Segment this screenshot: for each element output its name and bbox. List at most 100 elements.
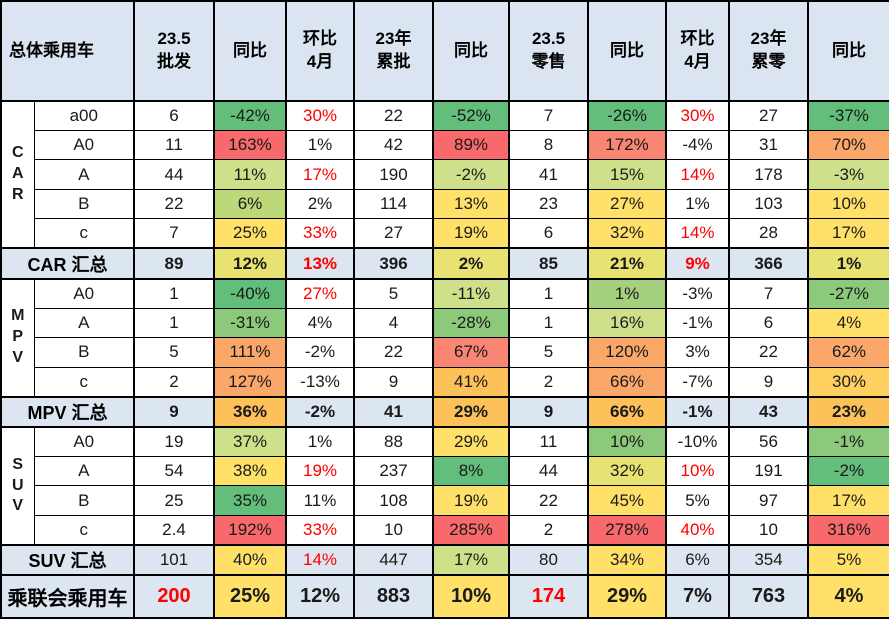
data-cell: 66% [587, 395, 667, 429]
data-cell: 178 [728, 159, 809, 190]
data-cell: 4 [353, 307, 434, 339]
data-cell: 1 [508, 278, 589, 309]
data-cell: 1 [133, 278, 215, 309]
data-cell: 8 [508, 129, 589, 161]
data-cell: -3% [665, 278, 730, 309]
data-cell: 2 [133, 366, 215, 398]
data-cell: -1% [665, 395, 730, 429]
summary-row-label: CAR 汇总 [0, 247, 135, 280]
data-cell: -13% [285, 366, 355, 398]
data-cell: -1% [807, 426, 889, 457]
data-cell: 21% [587, 247, 667, 280]
data-cell: 29% [432, 395, 510, 429]
data-cell: 4% [807, 307, 889, 339]
table-row: B 22 6% 2% 114 13% 23 27% 1% 103 10% [1, 188, 889, 220]
data-cell: 12% [213, 247, 287, 280]
data-cell: 32% [587, 218, 667, 249]
header-cell-ytd-retail: 23年 累零 [728, 0, 809, 102]
data-cell: 22 [508, 485, 589, 516]
row-category-label: c [33, 218, 135, 249]
data-cell: 19 [133, 426, 215, 457]
data-cell: -26% [587, 100, 667, 131]
data-cell: 10 [728, 514, 809, 546]
data-cell: -40% [213, 278, 287, 309]
data-cell: 17% [807, 218, 889, 249]
data-cell: 27% [285, 278, 355, 309]
row-category-label: A0 [33, 426, 135, 457]
data-cell: 42 [353, 129, 434, 161]
data-cell: 11 [133, 129, 215, 161]
data-cell: 120% [587, 337, 667, 368]
total-row-label: 乘联会乘用车 [0, 574, 135, 619]
row-category-label: a00 [33, 100, 135, 131]
table-row: A 1 -31% 4% 4 -28% 1 16% -1% 6 4% [1, 307, 889, 339]
data-cell: -31% [213, 307, 287, 339]
data-cell: 41% [432, 366, 510, 398]
row-category-label: B [33, 188, 135, 220]
data-cell: 66% [587, 366, 667, 398]
data-cell: 1% [807, 247, 889, 280]
data-cell: 27 [728, 100, 809, 131]
row-category-label: A [33, 455, 135, 487]
data-cell: 2 [508, 514, 589, 546]
data-cell: -4% [665, 129, 730, 161]
data-cell: 278% [587, 514, 667, 546]
data-cell: 9 [728, 366, 809, 398]
data-cell: 10% [587, 426, 667, 457]
data-cell: 174 [508, 574, 589, 619]
row-category-label: A [33, 159, 135, 190]
group-label-suv: S U V [0, 426, 35, 546]
data-cell: 10% [807, 188, 889, 220]
data-cell: 19% [432, 218, 510, 249]
row-category-label: A0 [33, 129, 135, 161]
data-cell: 14% [665, 159, 730, 190]
data-cell: 2.4 [133, 514, 215, 546]
data-cell: 80 [508, 543, 589, 577]
data-cell: 5 [508, 337, 589, 368]
data-cell: 16% [587, 307, 667, 339]
data-cell: 89 [133, 247, 215, 280]
data-cell: 1% [587, 278, 667, 309]
data-cell: 17% [807, 485, 889, 516]
data-cell: -28% [432, 307, 510, 339]
data-cell: 97 [728, 485, 809, 516]
data-cell: 396 [353, 247, 434, 280]
table-header: 总体乘用车 23.5 批发 同比 环比 4月 23年 累批 同比 23.5 零售… [0, 0, 889, 102]
data-cell: 67% [432, 337, 510, 368]
data-cell: 44 [508, 455, 589, 487]
data-cell: 30% [665, 100, 730, 131]
data-cell: 285% [432, 514, 510, 546]
data-cell: 883 [353, 574, 434, 619]
header-cell-mom-wholesale: 环比 4月 [285, 0, 355, 102]
data-cell: -2% [285, 337, 355, 368]
data-cell: -1% [665, 307, 730, 339]
data-cell: 45% [587, 485, 667, 516]
table-row: c 7 25% 33% 27 19% 6 32% 14% 28 17% [1, 218, 889, 249]
data-cell: 7% [665, 574, 730, 619]
data-cell: 103 [728, 188, 809, 220]
data-cell: 4% [807, 574, 889, 619]
data-cell: 30% [285, 100, 355, 131]
data-cell: 41 [508, 159, 589, 190]
summary-row: CAR 汇总 89 12% 13% 396 2% 85 21% 9% 366 1% [0, 247, 889, 280]
data-cell: -10% [665, 426, 730, 457]
data-cell: 10 [353, 514, 434, 546]
data-cell: 10% [432, 574, 510, 619]
header-cell-may-retail: 23.5 零售 [508, 0, 589, 102]
data-cell: 88 [353, 426, 434, 457]
data-cell: 13% [285, 247, 355, 280]
row-category-label: B [33, 337, 135, 368]
data-cell: 12% [285, 574, 355, 619]
data-cell: 5% [807, 543, 889, 577]
data-cell: 22 [133, 188, 215, 220]
data-cell: 30% [807, 366, 889, 398]
data-cell: 29% [587, 574, 667, 619]
data-cell: 114 [353, 188, 434, 220]
data-cell: 6 [508, 218, 589, 249]
data-cell: 316% [807, 514, 889, 546]
data-cell: 13% [432, 188, 510, 220]
